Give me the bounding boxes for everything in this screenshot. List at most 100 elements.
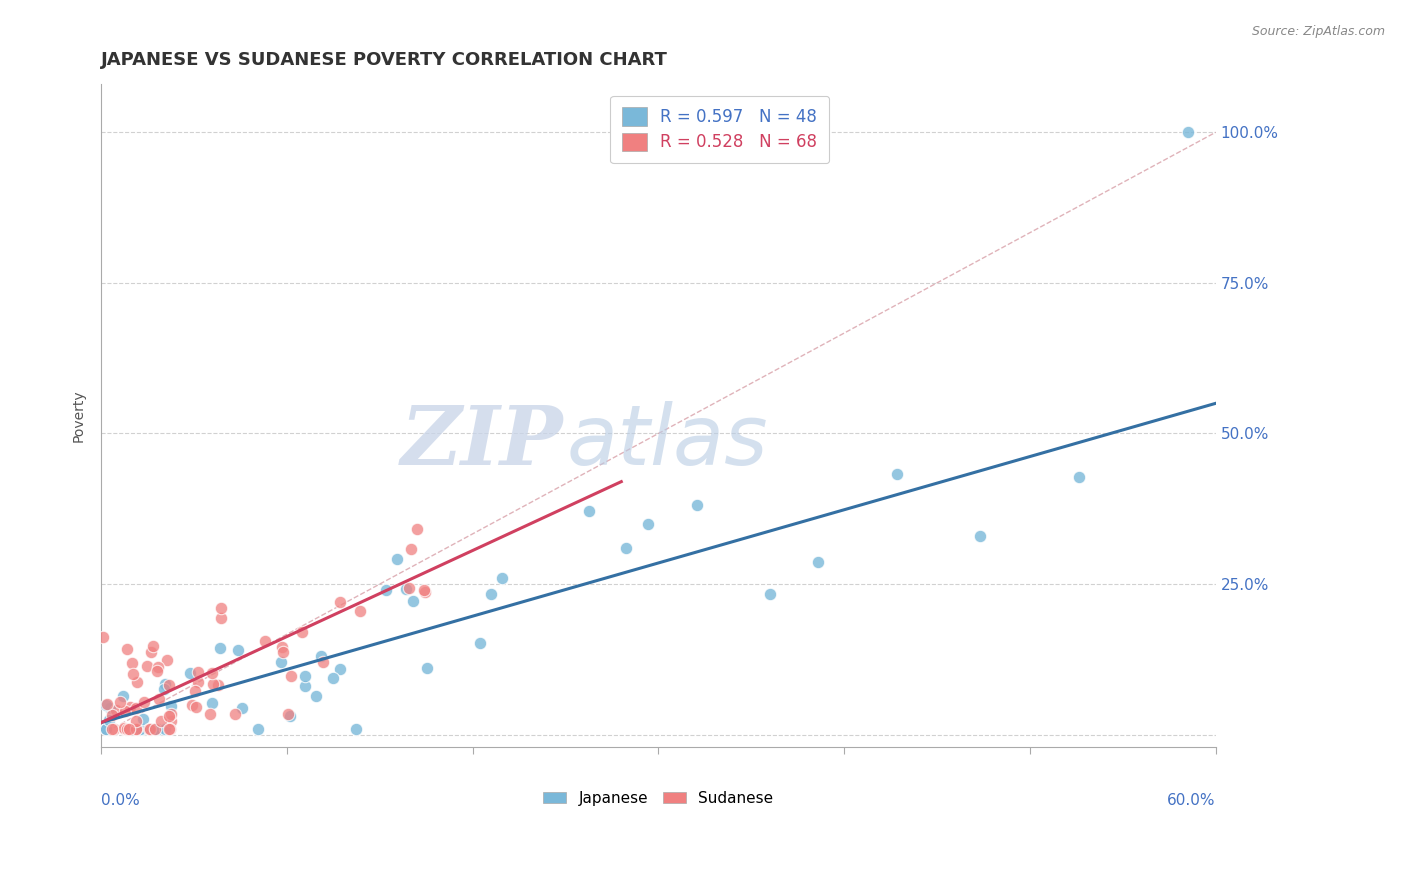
Point (187, 665, 209, 679)
Point (294, 679, 316, 693)
Point (290, 625, 312, 640)
Point (578, 503, 600, 517)
Point (406, 522, 429, 536)
Text: Source: ZipAtlas.com: Source: ZipAtlas.com (1251, 25, 1385, 38)
Point (160, 706, 183, 721)
Point (150, 714, 173, 729)
Point (160, 714, 183, 729)
Point (271, 644, 294, 658)
Point (180, 698, 202, 713)
Text: 0.0%: 0.0% (101, 793, 141, 808)
Point (209, 600, 232, 615)
Point (114, 704, 136, 718)
Point (94, 722, 117, 736)
Point (224, 707, 246, 722)
Point (416, 661, 439, 675)
Point (117, 641, 139, 656)
Point (139, 722, 162, 736)
Point (208, 640, 231, 655)
Point (395, 582, 418, 596)
Point (187, 674, 209, 689)
Point (146, 665, 169, 679)
Point (398, 581, 420, 595)
Point (148, 659, 170, 673)
Point (121, 656, 143, 670)
Point (125, 722, 148, 736)
Point (148, 692, 170, 706)
Point (311, 655, 333, 669)
Point (247, 722, 270, 736)
Point (201, 676, 224, 690)
Point (124, 700, 146, 714)
Legend: Japanese, Sudanese: Japanese, Sudanese (537, 785, 780, 812)
Point (271, 640, 294, 654)
Point (153, 722, 176, 736)
Point (94, 722, 117, 736)
Point (142, 640, 165, 654)
Point (112, 722, 135, 736)
Point (305, 689, 328, 703)
Point (115, 722, 138, 736)
Point (969, 529, 991, 543)
Point (110, 695, 132, 709)
Point (136, 659, 159, 673)
Point (125, 675, 148, 690)
Text: ZIP: ZIP (401, 402, 564, 482)
Text: 60.0%: 60.0% (1167, 793, 1216, 808)
Point (96, 697, 118, 711)
Point (413, 582, 436, 597)
Point (184, 684, 207, 698)
Point (111, 689, 134, 703)
Point (201, 666, 224, 681)
Point (270, 656, 292, 670)
Point (1067, 470, 1090, 484)
Point (94, 698, 117, 713)
Text: atlas: atlas (567, 401, 769, 483)
Point (132, 712, 155, 726)
Point (807, 555, 830, 569)
Point (413, 585, 436, 599)
Point (138, 722, 160, 736)
Point (226, 643, 249, 657)
Point (207, 678, 229, 692)
Point (143, 722, 166, 736)
Point (124, 714, 146, 729)
Point (159, 722, 181, 736)
Point (117, 722, 139, 736)
Point (1177, 125, 1199, 139)
Point (98, 701, 121, 715)
Point (349, 604, 371, 618)
Point (280, 668, 302, 682)
Point (118, 722, 141, 736)
Point (344, 722, 367, 736)
Point (614, 541, 637, 555)
Point (153, 682, 176, 697)
Point (374, 583, 396, 598)
Point (686, 498, 709, 512)
Point (201, 696, 224, 710)
Point (114, 722, 136, 736)
Point (156, 652, 179, 666)
Point (329, 662, 352, 676)
Point (399, 542, 422, 557)
Point (112, 722, 135, 736)
Point (322, 672, 344, 686)
Point (101, 722, 124, 736)
Text: JAPANESE VS SUDANESE POVERTY CORRELATION CHART: JAPANESE VS SUDANESE POVERTY CORRELATION… (101, 51, 668, 69)
Point (278, 708, 301, 723)
Point (103, 722, 125, 736)
Point (153, 677, 176, 691)
Point (125, 722, 148, 736)
Point (139, 645, 162, 659)
Point (97, 713, 120, 727)
Point (277, 706, 299, 721)
Point (143, 722, 166, 736)
Point (129, 722, 152, 736)
Point (253, 634, 276, 648)
Point (179, 666, 201, 681)
Point (309, 648, 332, 663)
Point (184, 700, 207, 714)
Point (329, 595, 352, 609)
Point (385, 552, 408, 566)
Point (131, 722, 153, 736)
